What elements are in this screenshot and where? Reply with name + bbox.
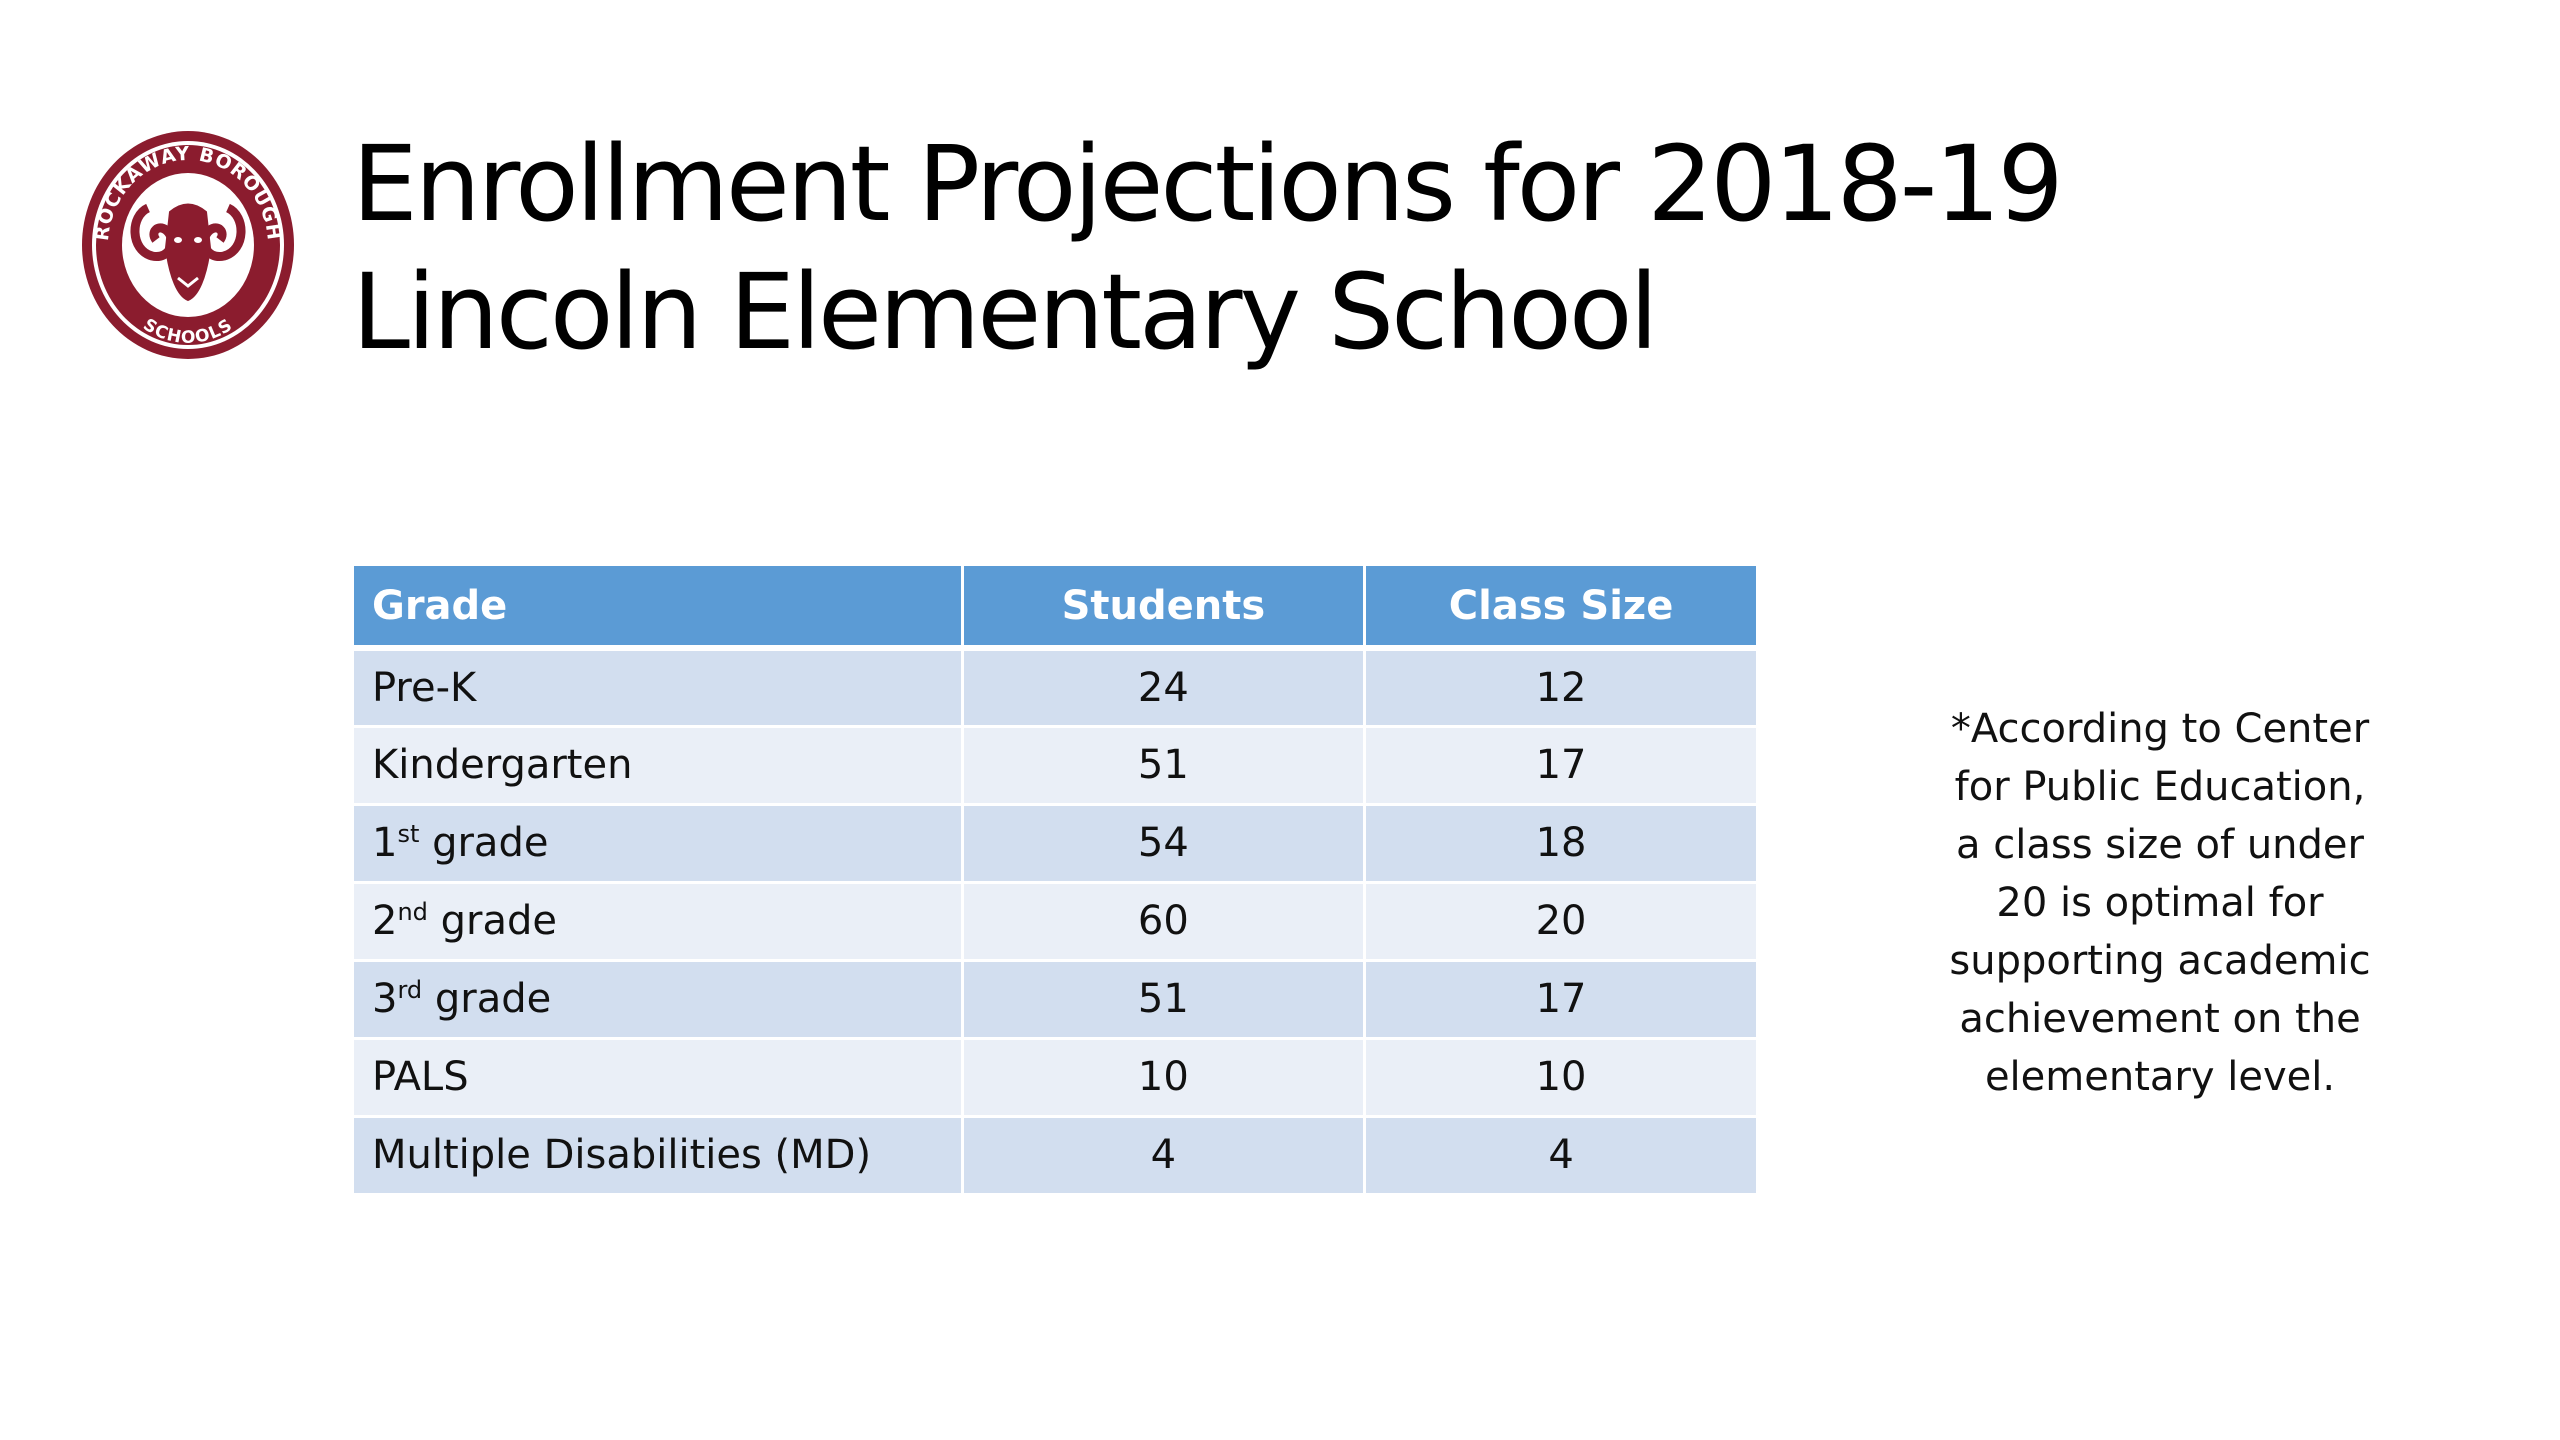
enrollment-table: Grade Students Class Size Pre-K 24 12 Ki… — [354, 566, 1756, 1196]
grade-label: Multiple Disabilities (MD) — [372, 1132, 872, 1178]
grade-cell: 1st grade — [354, 804, 964, 882]
note-line: a class size of under — [1956, 822, 2364, 868]
class-size-footnote: *According to Center for Public Educatio… — [1930, 700, 2390, 1106]
grade-ordinal: rd — [397, 976, 423, 1004]
school-logo: ROCKAWAY BOROUGH SCHOOLS — [78, 128, 298, 363]
students-cell: 60 — [962, 882, 1367, 960]
students-cell: 54 — [962, 804, 1367, 882]
grade-cell: Kindergarten — [354, 726, 964, 804]
class-size-cell: 10 — [1535, 1054, 1587, 1100]
table-row: Kindergarten 51 17 — [354, 726, 1756, 804]
table-body: Pre-K 24 12 Kindergarten 51 17 1st grade… — [354, 648, 1756, 1194]
grade-cell: Pre-K — [354, 648, 964, 726]
grade-ordinal: st — [397, 820, 420, 848]
note-line: *According to Center — [1950, 706, 2370, 752]
note-line: elementary level. — [1984, 1054, 2336, 1100]
table-row: Pre-K 24 12 — [354, 648, 1756, 726]
students-cell: 51 — [962, 960, 1367, 1038]
note-line: 20 is optimal for — [1996, 880, 2324, 926]
class-size-cell: 17 — [1535, 976, 1587, 1022]
class-size-cell: 12 — [1535, 664, 1587, 711]
grade-cell: 3rd grade — [354, 960, 964, 1038]
grade-label: Pre-K — [372, 664, 477, 711]
title-line-2: Lincoln Elementary School — [352, 251, 1658, 373]
page-title: Enrollment Projections for 2018-19 Linco… — [352, 120, 2064, 376]
grade-label: 1 — [372, 820, 398, 866]
title-line-1: Enrollment Projections for 2018-19 — [352, 123, 2064, 245]
class-size-cell: 18 — [1535, 820, 1587, 866]
grade-label: PALS — [372, 1054, 469, 1100]
header-students: Students — [962, 566, 1367, 648]
header-grade: Grade — [354, 566, 964, 648]
note-line: supporting academic — [1949, 938, 2371, 984]
students-cell: 4 — [962, 1116, 1367, 1194]
grade-label: Kindergarten — [372, 742, 633, 788]
grade-ordinal: nd — [397, 898, 428, 926]
grade-cell: PALS — [354, 1038, 964, 1116]
class-size-cell: 20 — [1535, 898, 1587, 944]
ram-seal-icon: ROCKAWAY BOROUGH SCHOOLS — [82, 131, 294, 359]
grade-cell: Multiple Disabilities (MD) — [354, 1116, 964, 1194]
students-cell: 51 — [962, 726, 1367, 804]
grade-label: 2 — [372, 898, 398, 944]
class-size-cell: 4 — [1548, 1132, 1574, 1178]
students-cell: 24 — [962, 648, 1367, 726]
note-line: for Public Education, — [1954, 764, 2366, 810]
table-row: 2nd grade 60 20 — [354, 882, 1756, 960]
table-header-row: Grade Students Class Size — [354, 566, 1756, 648]
header-class-size: Class Size — [1448, 582, 1674, 629]
table-row: PALS 10 10 — [354, 1038, 1756, 1116]
note-line: achievement on the — [1959, 996, 2361, 1042]
class-size-cell: 17 — [1535, 742, 1587, 788]
students-cell: 10 — [962, 1038, 1367, 1116]
grade-suffix: grade — [427, 898, 557, 944]
table-row: Multiple Disabilities (MD) 4 4 — [354, 1116, 1756, 1194]
table-row: 1st grade 54 18 — [354, 804, 1756, 882]
grade-suffix: grade — [422, 976, 552, 1022]
grade-cell: 2nd grade — [354, 882, 964, 960]
grade-label: 3 — [372, 976, 398, 1022]
grade-suffix: grade — [419, 820, 549, 866]
table-row: 3rd grade 51 17 — [354, 960, 1756, 1038]
